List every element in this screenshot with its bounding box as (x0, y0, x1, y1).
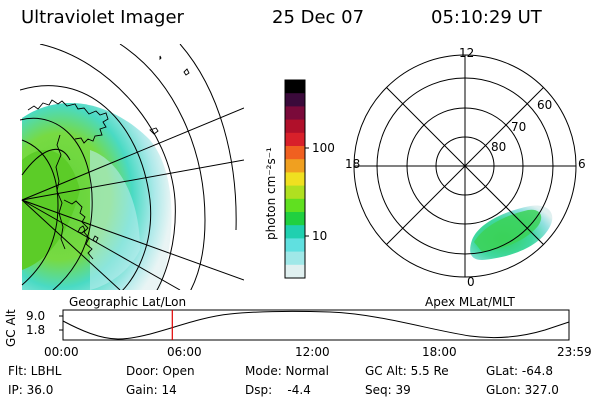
altitude-ytick-low: 1.8 (26, 323, 46, 337)
mlt-label-12: 12 (459, 46, 475, 60)
mlat-label-70: 70 (511, 120, 527, 134)
info-ip: IP: 36.0 (8, 383, 54, 397)
geographic-map (20, 44, 244, 290)
colorbar-segment (285, 198, 305, 213)
altitude-xtick-4: 23:59 (557, 345, 592, 359)
colorbar-segment (285, 146, 305, 160)
colorbar-segment (285, 80, 305, 94)
colorbar-segment (285, 159, 305, 173)
info-gain: Gain: 14 (126, 383, 177, 397)
altitude-xtick-3: 18:00 (422, 345, 457, 359)
altitude-xtick-0: 00:00 (44, 345, 79, 359)
mlt-label-6: 6 (578, 157, 586, 171)
geographic-caption: Geographic Lat/Lon (69, 295, 187, 309)
info-glat: GLat: -64.8 (486, 364, 553, 378)
colorbar-segment (285, 225, 305, 239)
colorbar-segment (285, 106, 305, 121)
altitude-ytick-high: 9.0 (26, 309, 46, 323)
info-glon: GLon: 327.0 (486, 383, 559, 397)
colorbar-tick-100: 100 (312, 141, 335, 155)
mlt-label-18: 18 (345, 157, 361, 171)
time-label: 05:10:29 UT (431, 7, 542, 28)
colorbar-segment (285, 264, 305, 279)
colorbar-segment (285, 212, 305, 226)
colorbar-unit-label: photon cm⁻²s⁻¹ (264, 147, 278, 240)
info-seq: Seq: 39 (365, 383, 411, 397)
instrument-title: Ultraviolet Imager (21, 7, 184, 28)
polar-plot (353, 54, 577, 278)
colorbar-segment (285, 185, 305, 200)
info-door: Door: Open (126, 364, 195, 378)
info-dsp: Dsp: -4.4 (245, 383, 311, 397)
colorbar-segment (285, 238, 305, 253)
mlat-label-80: 80 (491, 140, 507, 154)
altitude-ylabel: GC Alt (4, 309, 18, 347)
colorbar-segment (285, 93, 305, 107)
info-mode: Mode: Normal (245, 364, 329, 378)
mlt-label-0: 0 (467, 275, 475, 289)
colorbar-segment (285, 251, 305, 266)
colorbar-tick-10: 10 (312, 229, 328, 243)
info-filter: Flt: LBHL (8, 364, 62, 378)
altitude-curve (62, 310, 570, 340)
colorbar-segment (285, 132, 305, 147)
colorbar (284, 79, 309, 279)
altitude-plot (59, 309, 570, 341)
info-gc-alt: GC Alt: 5.5 Re (365, 364, 449, 378)
mlat-label-60: 60 (537, 98, 553, 112)
altitude-xtick-2: 12:00 (295, 345, 330, 359)
magnetic-caption: Apex MLat/MLT (425, 295, 515, 309)
colorbar-segment (285, 172, 305, 187)
date-label: 25 Dec 07 (272, 7, 365, 28)
altitude-xtick-1: 06:00 (167, 345, 202, 359)
colorbar-segment (285, 119, 305, 134)
